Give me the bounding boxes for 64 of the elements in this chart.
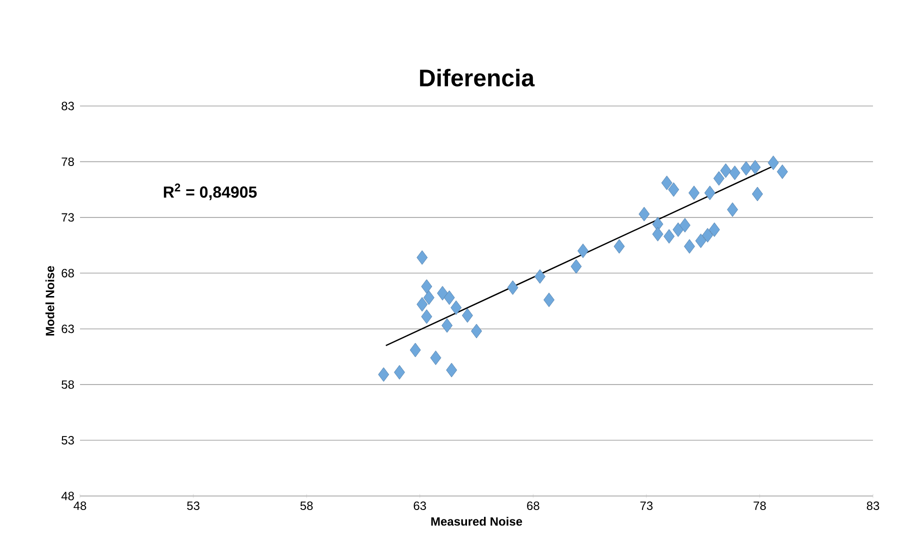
point bbox=[740, 161, 752, 176]
x-axis-title: Measured Noise bbox=[431, 516, 522, 526]
x-tick-label: 63 bbox=[414, 502, 426, 510]
point bbox=[416, 250, 428, 265]
point bbox=[442, 318, 453, 333]
point bbox=[768, 156, 779, 170]
point bbox=[507, 280, 518, 295]
point bbox=[394, 365, 405, 380]
point bbox=[614, 239, 625, 254]
point bbox=[444, 290, 455, 305]
point bbox=[679, 218, 690, 232]
point bbox=[430, 350, 442, 366]
y-tick-label: 68 bbox=[62, 268, 74, 278]
point bbox=[776, 164, 788, 179]
x-tick-label: 53 bbox=[187, 502, 200, 510]
point bbox=[708, 222, 720, 237]
point bbox=[729, 166, 740, 180]
point bbox=[638, 206, 650, 222]
point bbox=[720, 163, 732, 178]
point bbox=[704, 186, 716, 200]
point bbox=[695, 234, 706, 248]
point bbox=[727, 202, 738, 217]
y-tick-label: 53 bbox=[62, 436, 74, 445]
point bbox=[713, 171, 724, 186]
point bbox=[684, 239, 695, 254]
annotation: R$^{2}$ = 0,84905 bbox=[164, 184, 257, 200]
point bbox=[752, 186, 763, 202]
y-tick-label: 48 bbox=[61, 492, 74, 500]
y-tick-label: 58 bbox=[62, 380, 74, 389]
point bbox=[577, 244, 588, 258]
point bbox=[423, 290, 434, 305]
point bbox=[446, 362, 458, 378]
point bbox=[471, 324, 482, 338]
point bbox=[421, 309, 432, 324]
y-axis-title: Model Noise bbox=[45, 266, 54, 336]
point bbox=[750, 160, 761, 175]
point bbox=[462, 308, 473, 323]
point bbox=[544, 292, 554, 308]
y-tick-label: 63 bbox=[62, 324, 74, 334]
point bbox=[652, 226, 664, 242]
point bbox=[672, 222, 684, 237]
point bbox=[410, 342, 421, 358]
point bbox=[416, 297, 428, 312]
x-tick-label: 78 bbox=[754, 502, 766, 510]
point bbox=[664, 229, 675, 244]
x-tick-label: 73 bbox=[640, 502, 653, 510]
point bbox=[668, 182, 680, 197]
point bbox=[450, 300, 462, 315]
point bbox=[378, 367, 390, 382]
x-tick-label: 68 bbox=[527, 502, 540, 510]
point bbox=[702, 228, 714, 242]
y-tick-label: 78 bbox=[62, 157, 74, 166]
y-tick-label: 73 bbox=[62, 213, 74, 222]
x-tick-label: 83 bbox=[866, 502, 880, 510]
point bbox=[570, 259, 582, 274]
point bbox=[534, 269, 546, 284]
point bbox=[688, 186, 700, 200]
chart-title: Diferencia bbox=[420, 68, 535, 86]
y-tick-label: 83 bbox=[62, 102, 74, 110]
x-tick-label: 58 bbox=[300, 502, 313, 510]
point bbox=[661, 176, 672, 190]
x-tick-label: 48 bbox=[74, 502, 86, 510]
point bbox=[421, 279, 432, 294]
point bbox=[437, 286, 448, 300]
